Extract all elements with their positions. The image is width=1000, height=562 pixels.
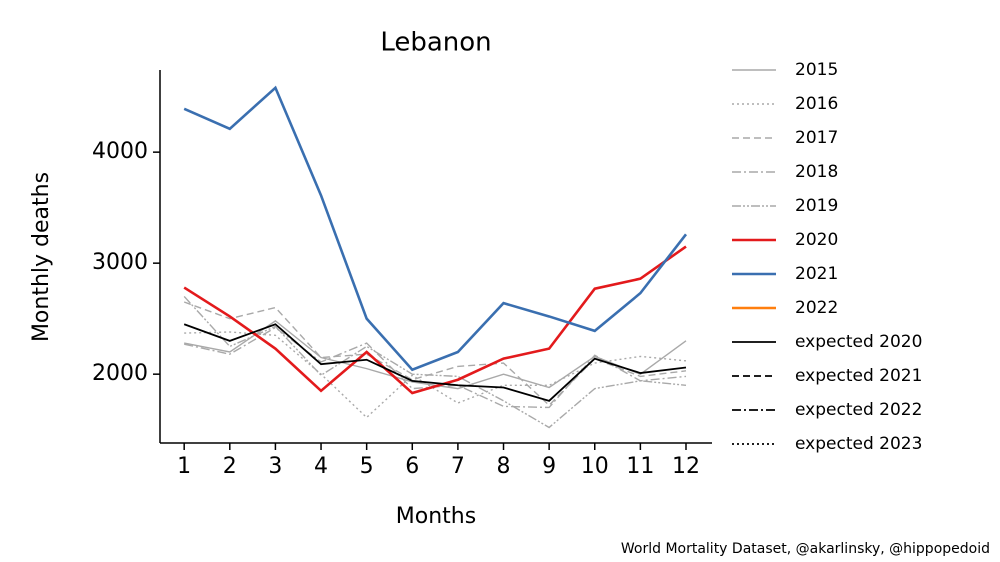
series-line — [184, 320, 687, 390]
legend-label: 2018 — [795, 162, 838, 182]
legend-label: 2021 — [795, 264, 838, 284]
series-line — [184, 326, 687, 409]
x-tick-label: 6 — [405, 454, 419, 479]
y-tick-label: 2000 — [92, 361, 148, 386]
legend-label: 2017 — [795, 128, 838, 148]
series-line — [183, 295, 687, 429]
x-tick-label: 9 — [542, 454, 556, 479]
x-tick-label: 1 — [177, 454, 191, 479]
source-note: World Mortality Dataset, @akarlinsky, @h… — [621, 541, 990, 557]
series-line — [184, 331, 687, 419]
x-tick-label: 12 — [672, 454, 700, 479]
series-line — [183, 245, 687, 395]
legend-label: expected 2020 — [795, 332, 922, 352]
legend-label: 2020 — [795, 230, 838, 250]
legend-label: 2015 — [795, 60, 838, 80]
legend-label: expected 2021 — [795, 366, 922, 386]
x-tick-label: 5 — [360, 454, 374, 479]
x-tick-label: 4 — [314, 454, 328, 479]
x-tick-label: 3 — [268, 454, 282, 479]
y-tick-label: 3000 — [92, 250, 148, 275]
x-axis-label: Months — [396, 504, 476, 529]
y-tick-label: 4000 — [92, 139, 148, 164]
x-tick-label: 2 — [223, 454, 237, 479]
x-tick-label: 8 — [497, 454, 511, 479]
legend-label: expected 2023 — [795, 434, 922, 454]
legend-label: expected 2022 — [795, 400, 922, 420]
series-line — [183, 85, 688, 372]
y-axis-label: Monthly deaths — [29, 172, 54, 342]
x-tick-label: 7 — [451, 454, 465, 479]
legend-label: 2019 — [795, 196, 838, 216]
legend-label: 2022 — [795, 298, 838, 318]
chart-title: Lebanon — [380, 28, 491, 58]
x-tick-label: 11 — [626, 454, 654, 479]
x-tick-label: 10 — [581, 454, 609, 479]
legend-label: 2016 — [795, 94, 838, 114]
series-line — [183, 323, 687, 402]
